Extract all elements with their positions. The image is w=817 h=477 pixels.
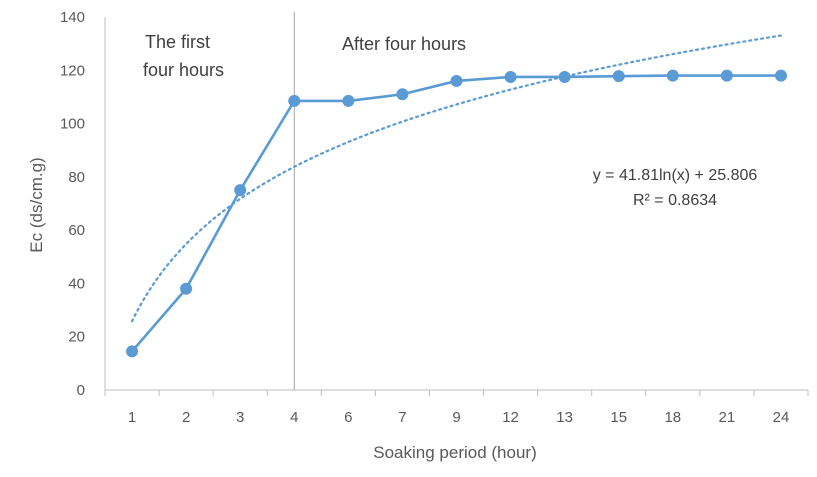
data-point xyxy=(180,282,193,295)
annotation-after-four-hours: After four hours xyxy=(342,34,466,54)
x-tick-label: 4 xyxy=(290,409,298,426)
data-point xyxy=(288,94,301,107)
data-point xyxy=(558,70,571,83)
x-tick-label: 24 xyxy=(773,409,790,426)
x-tick-label: 2 xyxy=(182,409,190,426)
x-tick-label: 9 xyxy=(452,409,460,426)
data-point xyxy=(234,184,247,197)
series xyxy=(126,69,787,358)
y-tick-label: 20 xyxy=(68,329,85,346)
y-tick-label: 100 xyxy=(60,116,85,133)
trendline xyxy=(130,34,783,323)
y-tick-label: 80 xyxy=(68,169,85,186)
data-point xyxy=(774,69,787,82)
y-tick-label: 60 xyxy=(68,222,85,239)
data-point xyxy=(666,69,679,82)
x-tick-label: 18 xyxy=(664,409,681,426)
y-tick-label: 0 xyxy=(77,382,85,399)
y-tick-label: 140 xyxy=(60,9,85,26)
x-tick-label: 3 xyxy=(236,409,244,426)
series-line xyxy=(131,74,781,353)
data-point xyxy=(396,88,409,101)
data-point xyxy=(126,345,139,358)
x-tick-label: 6 xyxy=(344,409,352,426)
data-point xyxy=(342,94,355,107)
trendline-equation: y = 41.81ln(x) + 25.806 xyxy=(593,167,758,184)
x-axis-title: Soaking period (hour) xyxy=(373,443,536,462)
y-tick-label: 120 xyxy=(60,62,85,79)
x-tick-label: 15 xyxy=(610,409,627,426)
x-tick-label: 21 xyxy=(719,409,736,426)
y-axis-title: Ec (ds/cm.g) xyxy=(27,157,46,252)
axes xyxy=(104,12,809,396)
data-point xyxy=(720,69,733,82)
annotation-first-four-hours-line2: four hours xyxy=(143,60,224,80)
x-tick-label: 13 xyxy=(556,409,573,426)
x-tick-label: 1 xyxy=(128,409,136,426)
x-tick-label: 7 xyxy=(398,409,406,426)
data-point xyxy=(612,70,625,83)
data-point xyxy=(450,74,463,87)
trendline-r-squared: R² = 0.8634 xyxy=(633,192,717,209)
annotation-first-four-hours-line1: The first xyxy=(145,32,210,52)
labels: The first four hours After four hours y … xyxy=(27,9,789,462)
x-tick-label: 12 xyxy=(502,409,519,426)
data-point xyxy=(504,70,517,83)
trendline-path xyxy=(130,34,783,323)
y-tick-label: 40 xyxy=(68,275,85,292)
